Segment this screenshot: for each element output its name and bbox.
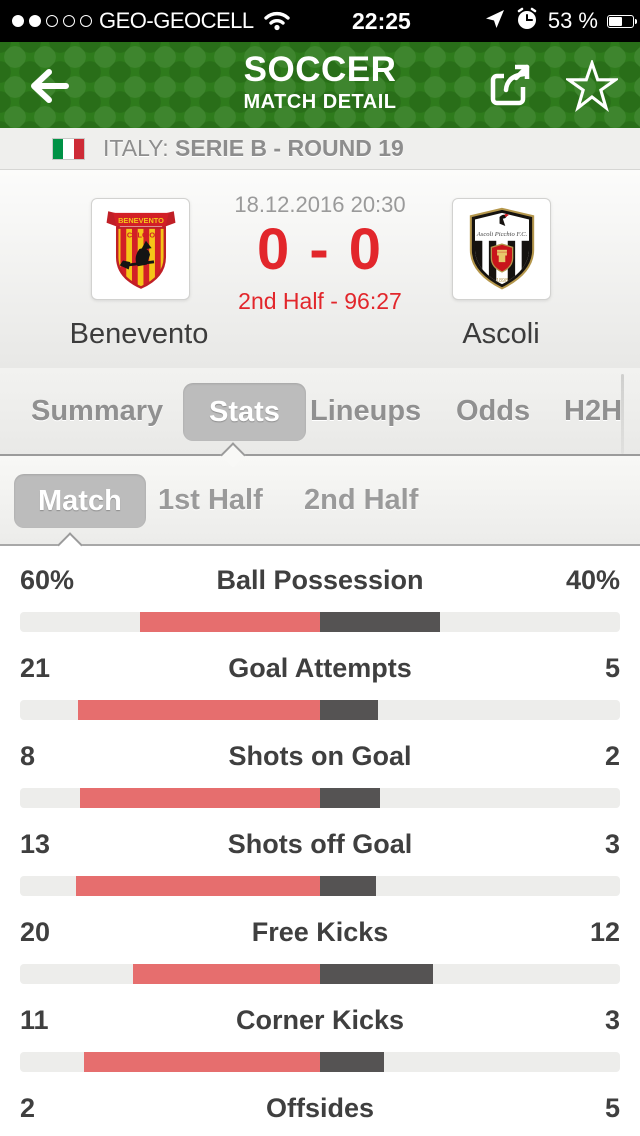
stat-label: Offsides [265,1092,375,1123]
stat-label: Goal Attempts [228,652,412,683]
stat-bar-away [320,700,378,720]
stat-label: Shots off Goal [227,828,413,859]
stat-bar-home [77,700,320,720]
stat-bar-away [320,964,433,984]
stat-bar-home [132,964,320,984]
italy-flag-icon [52,137,85,160]
match-header: BENEVENTO CALCIO 18.12.20 [0,170,640,460]
stat-away-value: 5 [604,652,620,683]
stats-period-tabs: Match 1st Half 2nd Half [0,456,640,558]
share-button[interactable] [486,62,534,110]
league-label: ITALY: SERIE B - ROUND 19 [103,135,404,161]
witch-silhouette [119,240,154,270]
stat-row: Ball Possession 60% 40% [0,560,640,648]
favorite-match-button[interactable] [563,58,621,113]
match-score: 0 - 0 [256,217,384,282]
subtab-1st-half[interactable]: 1st Half [158,483,263,516]
tabs-scroll-edge [621,374,624,454]
carrier-label: GEO-GEOCELL [99,8,254,33]
header-titles: SOCCER MATCH DETAIL [0,50,640,114]
tab-odds[interactable]: Odds [456,394,531,427]
stat-label: Ball Possession [216,564,424,595]
back-button[interactable] [22,62,70,110]
stat-bar-track [20,788,620,808]
stat-home-value: 60% [20,564,75,595]
subtab-2nd-half[interactable]: 2nd Half [304,483,419,516]
stat-bar-home [76,876,320,896]
home-team-logo: BENEVENTO CALCIO [91,198,190,300]
stat-bar-track [20,1052,620,1072]
stat-home-value: 11 [20,1004,49,1035]
stat-row: Shots off Goal 13 3 [0,824,640,912]
page-subtitle: MATCH DETAIL [243,91,397,113]
stat-away-value: 3 [604,1004,620,1035]
wifi-icon [261,7,293,36]
stat-home-value: 8 [20,740,36,771]
stat-bar-home [84,1052,320,1072]
battery-percent-label: 53 % [547,8,598,33]
status-bar: GEO-GEOCELL 22:25 [0,0,640,42]
stat-row: Offsides 2 5 [0,1088,640,1136]
clock-time: 22:25 [352,7,411,34]
tab-lineups[interactable]: Lineups [310,394,422,427]
stat-label: Shots on Goal [228,740,412,771]
app-header: SOCCER MATCH DETAIL [0,42,640,128]
svg-text:CALCIO: CALCIO [126,231,155,240]
stat-bar-away [320,612,440,632]
stat-bar-track [20,876,620,896]
stat-away-value: 3 [604,828,620,859]
location-arrow-icon [484,8,506,35]
status-right-group: 53 % [484,0,637,42]
stat-home-value: 2 [20,1092,36,1123]
tab-h2h[interactable]: H2H [564,394,623,427]
stat-away-value: 2 [604,740,620,771]
match-status: 2nd Half - 96:27 [238,288,402,314]
stat-home-value: 20 [20,916,51,947]
stat-row: Corner Kicks 11 3 [0,1000,640,1088]
signal-strength-icon [12,15,92,27]
stat-label: Corner Kicks [235,1004,405,1035]
stat-bar-track [20,700,620,720]
stat-bar-away [320,788,380,808]
tab-summary[interactable]: Summary [31,394,164,427]
svg-text:Ascoli Picchio F.C.: Ascoli Picchio F.C. [475,231,527,238]
stat-bar-home [80,788,320,808]
page-title: SOCCER [243,50,397,89]
stat-away-value: 40% [565,564,620,595]
stat-label: Free Kicks [251,916,389,947]
stat-row: Free Kicks 20 12 [0,912,640,1000]
stats-list: Ball Possession 60% 40% Goal Attempts 21… [0,546,640,1136]
alarm-clock-icon [515,7,539,36]
stat-home-value: 13 [20,828,51,859]
tab-stats[interactable]: Stats [183,383,306,441]
stat-row: Goal Attempts 21 5 [0,648,640,736]
stat-home-value: 21 [20,652,51,683]
stat-bar-away [320,876,377,896]
match-date: 18.12.2016 20:30 [234,192,406,217]
stat-row: Shots on Goal 8 2 [0,736,640,824]
stat-bar-home [140,612,320,632]
svg-text:BENEVENTO: BENEVENTO [118,216,164,225]
stat-away-value: 5 [604,1092,620,1123]
away-team-name: Ascoli [462,318,540,350]
match-tabs: Summary Stats Lineups Odds H2H [0,368,640,468]
subtab-match[interactable]: Match [14,474,146,528]
svg-text:1898: 1898 [496,278,508,284]
stat-bar-track [20,964,620,984]
battery-icon [607,14,637,28]
stat-bar-away [320,1052,385,1072]
status-left-group: GEO-GEOCELL [12,0,293,42]
league-bar[interactable]: ITALY: SERIE B - ROUND 19 [0,128,640,170]
stat-away-value: 12 [589,916,620,947]
home-team-name: Benevento [69,318,209,350]
stat-bar-track [20,612,620,632]
away-team-logo: Ascoli Picchio F.C. 1898 [452,198,551,300]
